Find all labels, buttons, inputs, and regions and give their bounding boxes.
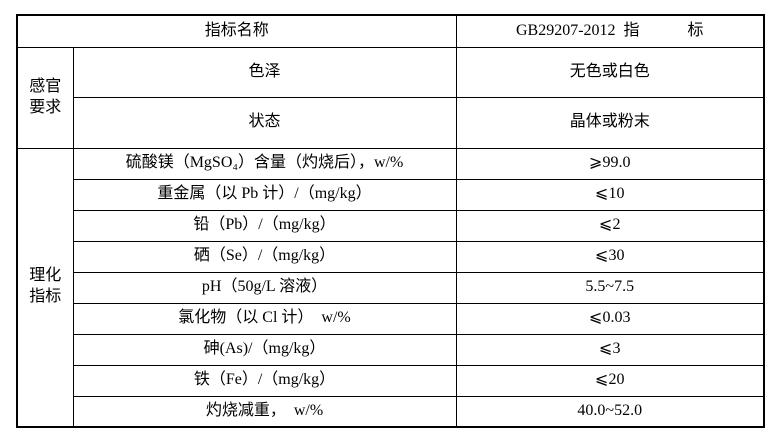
group-label-sensory: 感官 要求 xyxy=(16,46,74,149)
header-standard-label: GB29207-2012 指 标 xyxy=(455,14,765,48)
table-row: 硒（Se）/（mg/kg） ⩽30 xyxy=(17,240,765,273)
indicator-name-cell: 重金属（以 Pb 计）/（mg/kg） xyxy=(72,178,457,211)
table-row: 重金属（以 Pb 计）/（mg/kg） ⩽10 xyxy=(17,178,765,211)
indicator-value-cell: 晶体或粉末 xyxy=(455,96,765,149)
indicator-value-cell: ⩽10 xyxy=(455,178,765,211)
indicator-name-cell: 灼烧减重， w/% xyxy=(72,395,457,428)
indicator-value-cell: ⩽2 xyxy=(455,209,765,242)
indicator-name-cell: 色泽 xyxy=(72,46,457,98)
indicator-name-cell: pH（50g/L 溶液） xyxy=(72,271,457,304)
header-row: 指标名称 GB29207-2012 指 标 xyxy=(16,14,765,48)
indicator-name-cell: 铁（Fe）/（mg/kg） xyxy=(72,364,457,397)
table-row: 铅（Pb）/（mg/kg） ⩽2 xyxy=(17,209,765,242)
spec-table: 指标名称 GB29207-2012 指 标 感官 要求 色泽 无色或白色 状态 … xyxy=(16,14,765,428)
header-indicator-name: 指标名称 xyxy=(16,14,457,48)
indicator-name-cell: 砷(As)/（mg/kg） xyxy=(72,333,457,366)
indicator-value-cell: ⩽20 xyxy=(455,364,765,397)
indicator-value-cell: ⩽3 xyxy=(455,333,765,366)
table-row: 感官 要求 色泽 无色或白色 xyxy=(16,46,765,149)
indicator-value-cell: ⩽30 xyxy=(455,240,765,273)
indicator-name-cell: 氯化物（以 Cl 计） w/% xyxy=(72,302,457,335)
indicator-name-cell: 硒（Se）/（mg/kg） xyxy=(72,240,457,273)
group-label-physicochemical: 理化 指标 xyxy=(16,147,74,428)
indicator-value-cell: 40.0~52.0 xyxy=(455,395,765,428)
table-row: 理化 指标 硫酸镁（MgSO₄）含量（灼烧后），w/% ⩾99.0 xyxy=(16,147,765,428)
indicator-name-cell: 状态 xyxy=(72,96,457,149)
indicator-value-cell: ⩾99.0 xyxy=(455,147,765,180)
table-row: 状态 晶体或粉末 xyxy=(17,96,765,149)
indicator-value-cell: 5.5~7.5 xyxy=(455,271,765,304)
table-row: pH（50g/L 溶液） 5.5~7.5 xyxy=(17,271,765,304)
indicator-value-cell: ⩽0.03 xyxy=(455,302,765,335)
indicator-value-cell: 无色或白色 xyxy=(455,46,765,98)
table-row: 砷(As)/（mg/kg） ⩽3 xyxy=(17,333,765,366)
table-row: 氯化物（以 Cl 计） w/% ⩽0.03 xyxy=(17,302,765,335)
table-row: 灼烧减重， w/% 40.0~52.0 xyxy=(17,395,765,428)
indicator-name-cell: 铅（Pb）/（mg/kg） xyxy=(72,209,457,242)
indicator-name-cell: 硫酸镁（MgSO₄）含量（灼烧后），w/% xyxy=(72,147,457,180)
table-row: 铁（Fe）/（mg/kg） ⩽20 xyxy=(17,364,765,397)
